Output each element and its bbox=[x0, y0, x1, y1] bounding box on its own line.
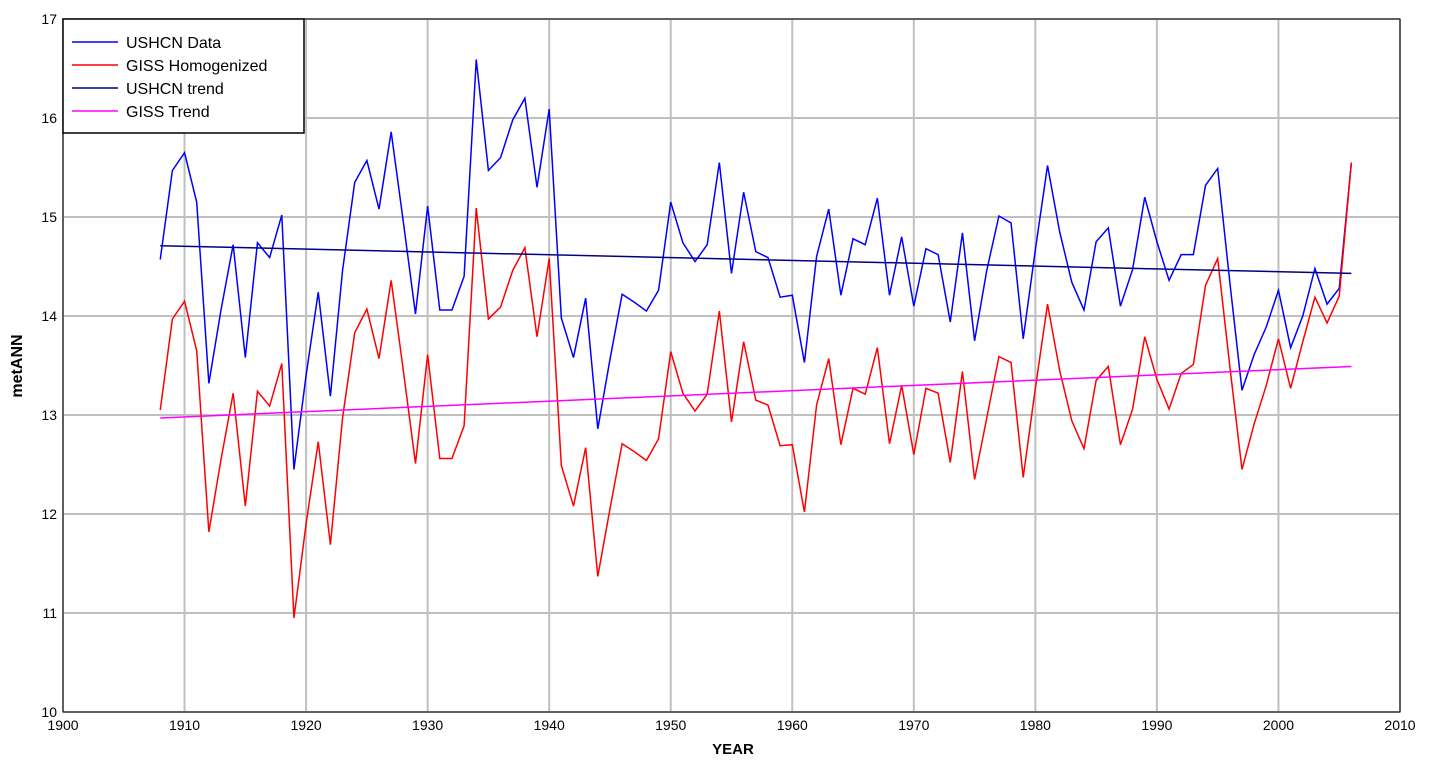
y-tick-label: 15 bbox=[41, 209, 57, 225]
y-tick-label: 12 bbox=[41, 506, 57, 522]
x-tick-label: 1920 bbox=[291, 717, 322, 733]
x-tick-label: 1960 bbox=[777, 717, 808, 733]
y-tick-label: 14 bbox=[41, 308, 57, 324]
y-tick-label: 10 bbox=[41, 704, 57, 720]
x-tick-label: 1970 bbox=[898, 717, 929, 733]
y-tick-label: 16 bbox=[41, 110, 57, 126]
legend-box bbox=[62, 18, 305, 134]
x-tick-label: 2000 bbox=[1263, 717, 1294, 733]
series-line bbox=[159, 162, 1353, 619]
x-tick-label: 1910 bbox=[169, 717, 200, 733]
plot-border bbox=[62, 18, 1401, 713]
y-tick-label: 13 bbox=[41, 407, 57, 423]
series-line bbox=[160, 365, 1352, 419]
legend-label: GISS Trend bbox=[126, 104, 210, 121]
x-tick-label: 1900 bbox=[47, 717, 78, 733]
x-tick-label: 1940 bbox=[534, 717, 565, 733]
x-tick-label: 1950 bbox=[655, 717, 686, 733]
x-tick-label: 1980 bbox=[1020, 717, 1051, 733]
series-line bbox=[159, 59, 1353, 470]
x-axis-label: YEAR bbox=[712, 741, 754, 758]
legend-label: USHCN trend bbox=[126, 81, 224, 98]
y-axis-label: metANN bbox=[9, 334, 26, 397]
x-tick-label: 1990 bbox=[1141, 717, 1172, 733]
series-line bbox=[160, 244, 1352, 275]
y-tick-label: 11 bbox=[42, 605, 57, 621]
legend-label: GISS Homogenized bbox=[126, 58, 267, 75]
y-tick-label: 17 bbox=[41, 11, 57, 27]
x-tick-label: 2010 bbox=[1384, 717, 1415, 733]
legend-label: USHCN Data bbox=[126, 35, 221, 52]
x-tick-label: 1930 bbox=[412, 717, 443, 733]
